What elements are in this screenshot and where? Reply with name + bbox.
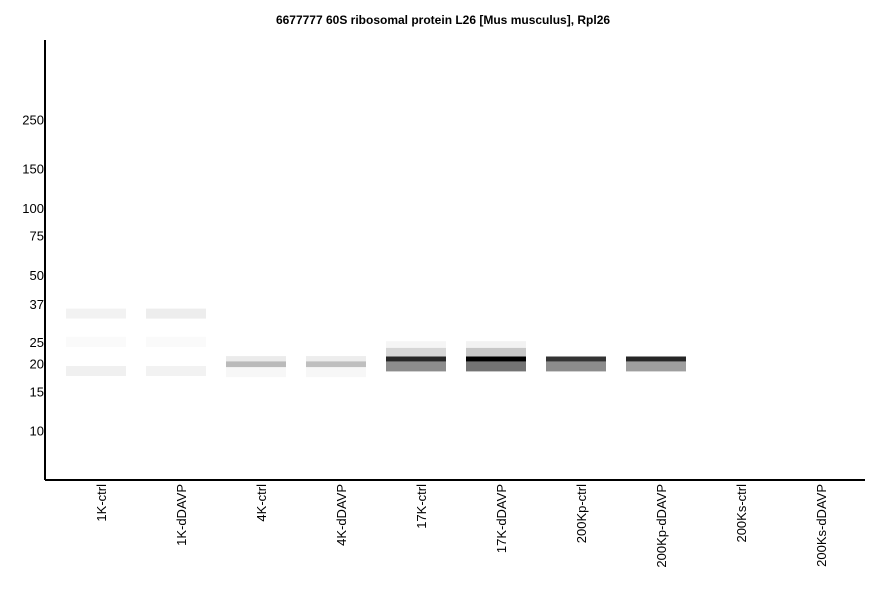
gel-band [306, 356, 366, 367]
gel-band [146, 308, 206, 319]
y-tick-label: 10 [30, 424, 44, 439]
y-axis-ticks: 250 150 100 75 50 37 25 20 15 10 [22, 112, 44, 438]
lane-label: 200Ks-dDAVP [814, 484, 829, 567]
y-tick-label: 150 [22, 162, 44, 177]
lane-label: 1K-dDAVP [174, 484, 189, 546]
gel-band [146, 336, 206, 347]
gel-band [66, 336, 126, 347]
y-tick-label: 100 [22, 201, 44, 216]
gel-band [466, 361, 526, 372]
gel-band [306, 367, 366, 378]
gel-band [226, 356, 286, 367]
lane-label: 17K-dDAVP [494, 484, 509, 553]
gel-band [146, 366, 206, 376]
gel-band [546, 361, 606, 372]
lane-label: 4K-dDAVP [334, 484, 349, 546]
y-tick-label: 20 [30, 357, 44, 372]
y-tick-label: 25 [30, 335, 44, 350]
lane-label: 1K-ctrl [94, 484, 109, 522]
gel-band [466, 347, 526, 358]
lane-label: 17K-ctrl [414, 484, 429, 529]
gel-band [306, 361, 366, 372]
y-tick-label: 250 [22, 112, 44, 127]
chart-title: 6677777 60S ribosomal protein L26 [Mus m… [276, 13, 610, 27]
y-tick-label: 75 [30, 229, 44, 244]
gel-band [466, 341, 526, 352]
y-tick-label: 50 [30, 268, 44, 283]
lane-label: 200Ks-ctrl [734, 484, 749, 543]
y-tick-label: 15 [30, 384, 44, 399]
lane-labels: 1K-ctrl 1K-dDAVP 4K-ctrl 4K-dDAVP 17K-ctrl 17… [94, 484, 829, 568]
lane-label: 200Kp-ctrl [574, 484, 589, 543]
gel-band [226, 367, 286, 378]
lane-label: 200Kp-dDAVP [654, 484, 669, 568]
gel-band [386, 341, 446, 352]
gel-band [386, 347, 446, 358]
gel-bands [66, 308, 686, 378]
gel-band [226, 361, 286, 372]
y-tick-label: 37 [30, 297, 44, 312]
gel-band [386, 361, 446, 372]
gel-band [66, 308, 126, 319]
gel-band [66, 366, 126, 376]
gel-band [626, 361, 686, 372]
lane-label: 4K-ctrl [254, 484, 269, 522]
